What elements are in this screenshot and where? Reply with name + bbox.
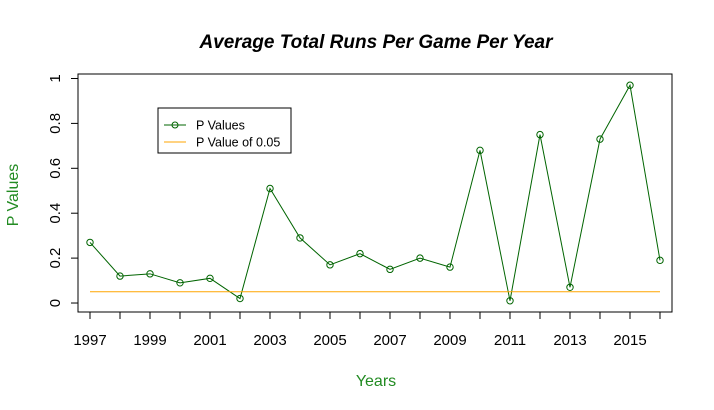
x-tick-label: 2007 [373,332,406,349]
x-tick-label: 1999 [133,332,166,349]
y-tick-label: 0.6 [47,158,64,179]
x-tick-label: 2015 [613,332,646,349]
data-point [86,238,94,247]
y-tick-label: 0.4 [47,203,64,224]
x-tick-label: 2011 [494,332,526,349]
legend: P Values P Value of 0.05 [157,107,292,154]
data-point [506,297,514,305]
y-tick-label: 1 [47,74,64,82]
data-point [536,130,544,139]
data-point [146,270,154,278]
y-tick-label: 0 [47,299,64,307]
y-axis: 0 0.2 0.4 0.6 0.8 1 [47,74,79,307]
x-tick-label: 1997 [73,332,106,349]
data-point [626,81,634,89]
legend-label: P Value of 0.05 [196,136,280,150]
data-point [416,254,424,262]
data-point [356,249,364,258]
data-point [476,146,484,155]
x-tick-label: 2003 [253,332,286,349]
data-point [176,279,184,287]
data-point [566,283,574,292]
data-point [596,135,604,143]
data-point [236,294,244,303]
data-point [446,263,454,271]
x-tick-label: 2001 [193,332,226,349]
y-axis-label: P Values [5,164,22,227]
y-tick-label: 0.8 [47,113,64,134]
legend-label: P Values [196,119,245,133]
x-tick-label: 2005 [313,332,346,349]
chart-title: Average Total Runs Per Game Per Year [198,32,554,53]
data-point [326,261,334,269]
data-point [296,234,304,242]
x-axis: 1997 1999 2001 2003 2005 2007 2009 2011 2013 2015 [73,311,661,349]
data-point [116,272,124,280]
legend-marker [171,121,179,129]
series-line [89,83,661,301]
x-tick-label: 2013 [553,332,586,349]
x-tick-label: 2009 [433,332,466,349]
series-layer [86,81,664,305]
data-point [656,256,664,265]
data-point [266,184,274,193]
legend-box [157,107,292,154]
data-point [206,274,214,283]
data-point [386,265,394,274]
x-axis-label: Years [356,373,396,390]
y-tick-label: 0.2 [47,248,64,269]
